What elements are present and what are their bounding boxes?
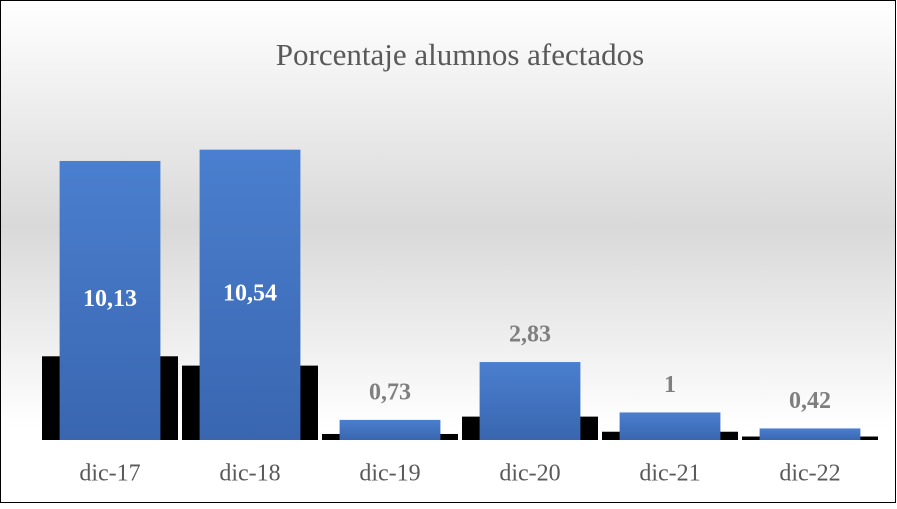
data-label: 10,54 bbox=[223, 280, 277, 306]
chart-title: Porcentaje alumnos afectados bbox=[276, 37, 644, 72]
x-tick-label: dic-17 bbox=[79, 461, 140, 487]
data-label: 0,42 bbox=[789, 388, 831, 414]
x-tick-label: dic-20 bbox=[499, 461, 560, 487]
bar bbox=[479, 362, 581, 440]
x-tick-label: dic-21 bbox=[639, 461, 700, 487]
bar bbox=[59, 160, 161, 440]
x-tick-label: dic-18 bbox=[219, 461, 280, 487]
bar bbox=[339, 419, 441, 440]
data-label: 2,83 bbox=[509, 322, 551, 348]
data-label: 1 bbox=[664, 372, 676, 398]
bar bbox=[759, 428, 861, 440]
bar bbox=[619, 412, 721, 440]
x-tick-label: dic-19 bbox=[359, 461, 420, 487]
x-tick-label: dic-22 bbox=[779, 461, 840, 487]
data-label: 0,73 bbox=[369, 379, 411, 405]
bar bbox=[199, 149, 301, 441]
data-label: 10,13 bbox=[83, 286, 137, 312]
